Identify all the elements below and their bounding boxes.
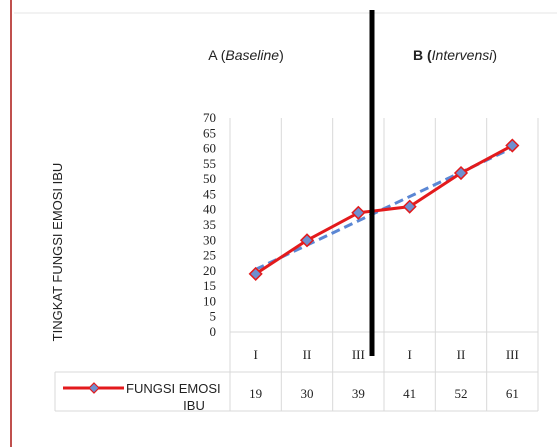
y-tick-label: 45 xyxy=(203,186,216,201)
phase-a-label: A (Baseline) xyxy=(208,47,284,63)
series-line-segment xyxy=(254,239,308,276)
y-tick-label: 5 xyxy=(210,309,217,324)
grid xyxy=(229,118,539,411)
data-point-marker xyxy=(453,165,469,181)
y-tick-label: 65 xyxy=(203,125,216,140)
data-table: I 19 II 30 III 39 I 41 II 52 III 61 xyxy=(54,331,538,412)
y-tick-label: 40 xyxy=(203,202,216,217)
series-lines xyxy=(254,144,514,276)
legend-label-line1: FUNGSI EMOSI xyxy=(126,381,221,396)
phase-b-label: B (Intervensi) xyxy=(413,47,497,63)
legend-marker-swatch xyxy=(88,382,100,394)
y-tick-label: 50 xyxy=(203,171,216,186)
series-line-segment xyxy=(460,144,514,175)
legend-label-line2: IBU xyxy=(183,398,205,413)
table-value-cell: 41 xyxy=(403,386,416,401)
data-point-marker xyxy=(299,233,315,248)
table-value-cell: 52 xyxy=(455,386,468,401)
table-value-cell: 39 xyxy=(352,386,365,401)
series-line-segment xyxy=(408,171,462,208)
y-tick-label: 10 xyxy=(203,293,216,308)
x-category-label: I xyxy=(253,347,257,362)
y-axis-title: TINGKAT FUNGSI EMOSI IBU xyxy=(50,163,65,342)
y-tick-label: 55 xyxy=(203,156,216,171)
table-value-cell: 30 xyxy=(301,386,314,401)
x-category-label: II xyxy=(457,347,466,362)
y-tick-label: 15 xyxy=(203,278,216,293)
series-markers xyxy=(248,138,520,281)
table-value-cell: 61 xyxy=(506,386,519,401)
series-line-segment xyxy=(358,205,410,215)
y-tick-label: 25 xyxy=(203,248,216,263)
table-value-cell: 19 xyxy=(249,386,262,401)
x-category-label: I xyxy=(407,347,411,362)
data-point-marker xyxy=(351,205,366,220)
x-category-label: III xyxy=(506,347,519,362)
data-point-marker xyxy=(248,266,263,281)
y-tick-label: 70 xyxy=(203,110,216,125)
data-point-marker xyxy=(402,199,417,214)
legend: FUNGSI EMOSI IBU xyxy=(63,381,221,413)
data-point-marker xyxy=(505,138,520,153)
series-line-segment xyxy=(306,211,360,242)
y-tick-label: 20 xyxy=(203,263,216,278)
y-tick-label: 60 xyxy=(203,141,216,156)
x-category-label: III xyxy=(352,347,365,362)
x-category-label: II xyxy=(303,347,312,362)
y-tick-label: 30 xyxy=(203,232,216,247)
y-tick-label: 0 xyxy=(210,324,217,339)
y-tick-label: 35 xyxy=(203,217,216,232)
